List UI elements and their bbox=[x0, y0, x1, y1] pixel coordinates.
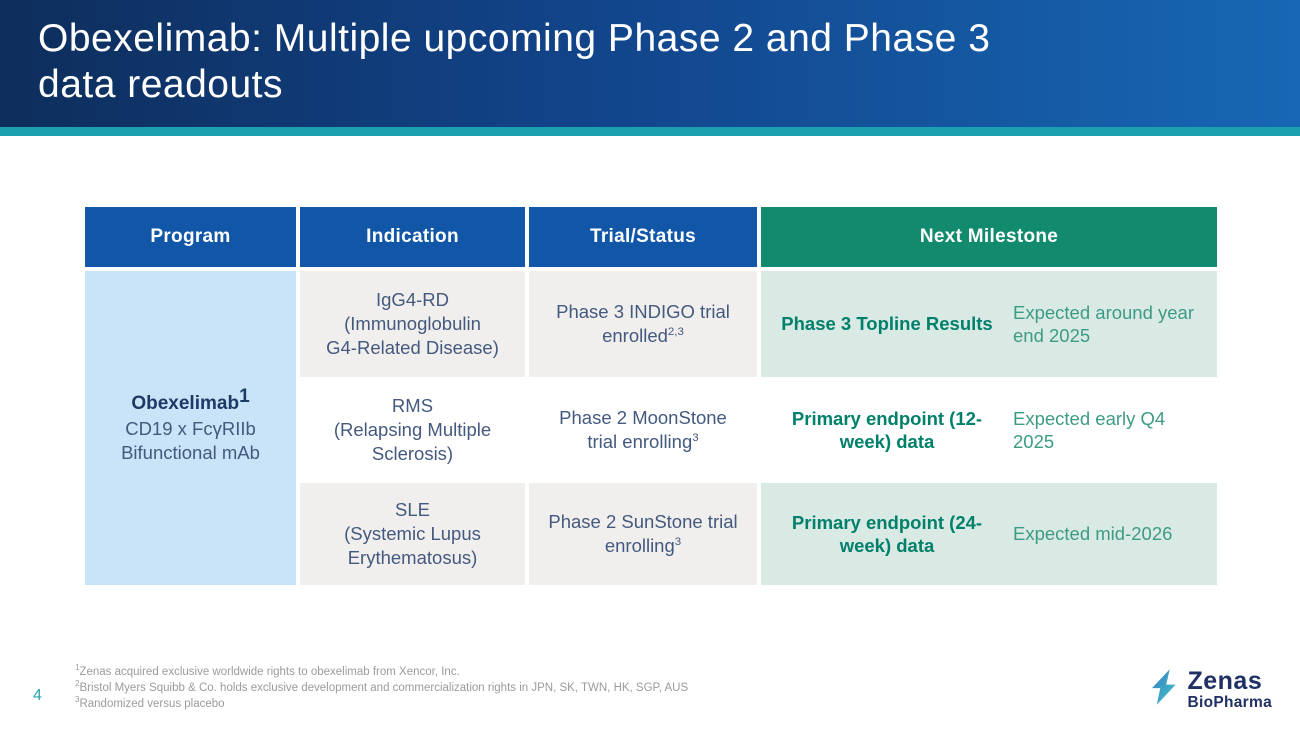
milestone-label: Primary endpoint (24- week) data bbox=[791, 511, 983, 556]
footnote-superscript: 3 bbox=[75, 695, 80, 705]
program-name-line: Obexelimab1 bbox=[131, 387, 249, 417]
trial-text-wrap: Phase 2 SunStone trial enrolling3 bbox=[548, 510, 737, 558]
trial-text: Phase 2 SunStone trial enrolling bbox=[548, 510, 738, 556]
milestone-cell-24week: Primary endpoint (24- week) data Expecte… bbox=[761, 483, 1217, 585]
trial-text-wrap: Phase 3 INDIGO trial enrolled2,3 bbox=[556, 300, 730, 348]
page-title: Obexelimab: Multiple upcoming Phase 2 an… bbox=[38, 17, 991, 106]
footnote-text: Randomized versus placebo bbox=[79, 698, 225, 710]
column-header-next-milestone: Next Milestone bbox=[761, 207, 1217, 267]
milestone-label: Phase 3 Topline Results bbox=[781, 313, 993, 335]
trial-superscript: 2,3 bbox=[667, 325, 684, 338]
footnote-2: 2Bristol Myers Squibb & Co. holds exclus… bbox=[75, 680, 688, 696]
indication-text: IgG4-RD (Immunoglobulin G4-Related Disea… bbox=[326, 288, 499, 359]
program-cell: Obexelimab1 CD19 x FcγRIIb Bifunctional … bbox=[85, 271, 296, 585]
milestone-timing: Expected mid-2026 bbox=[1013, 523, 1173, 545]
logo-division-name: BioPharma bbox=[1187, 694, 1272, 711]
accent-stripe bbox=[0, 127, 1300, 136]
trial-status-cell-sunstone: Phase 2 SunStone trial enrolling3 bbox=[529, 483, 757, 585]
indication-cell-rms: RMS (Relapsing Multiple Sclerosis) bbox=[300, 381, 525, 479]
zenas-biopharma-logo: Zenas BioPharma bbox=[1152, 668, 1272, 711]
footnote-1: 1Zenas acquired exclusive worldwide righ… bbox=[75, 664, 688, 680]
header-band: Obexelimab: Multiple upcoming Phase 2 an… bbox=[0, 0, 1300, 127]
indication-cell-sle: SLE (Systemic Lupus Erythematosus) bbox=[300, 483, 525, 585]
footnote-text: Zenas acquired exclusive worldwide right… bbox=[79, 666, 460, 678]
footnote-text: Bristol Myers Squibb & Co. holds exclusi… bbox=[79, 682, 689, 694]
logo-company-name: Zenas bbox=[1187, 667, 1263, 695]
trial-text-wrap: Phase 2 MoonStone trial enrolling3 bbox=[559, 406, 727, 454]
footnote-3: 3Randomized versus placebo bbox=[75, 696, 688, 712]
logo-text: Zenas BioPharma bbox=[1187, 668, 1272, 711]
column-header-program: Program bbox=[85, 207, 296, 267]
trial-superscript: 3 bbox=[674, 535, 682, 548]
milestone-table: Program Indication Trial/Status Next Mil… bbox=[85, 207, 1217, 585]
footnotes: 1Zenas acquired exclusive worldwide righ… bbox=[75, 664, 688, 712]
program-name: Obexelimab bbox=[131, 393, 240, 415]
indication-text: SLE (Systemic Lupus Erythematosus) bbox=[344, 498, 481, 569]
milestone-cell-topline: Phase 3 Topline Results Expected around … bbox=[761, 271, 1217, 377]
trial-status-cell-moonstone: Phase 2 MoonStone trial enrolling3 bbox=[529, 381, 757, 479]
trial-text: Phase 3 INDIGO trial enrolled bbox=[556, 300, 730, 346]
indication-text: RMS (Relapsing Multiple Sclerosis) bbox=[333, 394, 492, 465]
program-description: CD19 x FcγRIIb Bifunctional mAb bbox=[121, 417, 260, 463]
indication-cell-igg4rd: IgG4-RD (Immunoglobulin G4-Related Disea… bbox=[300, 271, 525, 377]
footnote-superscript: 2 bbox=[75, 679, 80, 689]
milestone-cell-12week: Primary endpoint (12- week) data Expecte… bbox=[761, 381, 1217, 479]
trial-text: Phase 2 MoonStone trial enrolling bbox=[559, 406, 727, 452]
column-header-trial-status: Trial/Status bbox=[529, 207, 757, 267]
milestone-label: Primary endpoint (12- week) data bbox=[791, 407, 983, 452]
footnote-superscript: 1 bbox=[75, 663, 80, 673]
lightning-bolt-icon bbox=[1152, 669, 1178, 710]
trial-superscript: 3 bbox=[692, 431, 699, 444]
column-header-indication: Indication bbox=[300, 207, 525, 267]
program-name-superscript: 1 bbox=[239, 385, 250, 407]
page-number: 4 bbox=[33, 687, 42, 704]
milestone-timing: Expected early Q4 2025 bbox=[1013, 407, 1166, 452]
trial-status-cell-indigo: Phase 3 INDIGO trial enrolled2,3 bbox=[529, 271, 757, 377]
milestone-timing: Expected around year end 2025 bbox=[1013, 301, 1195, 346]
